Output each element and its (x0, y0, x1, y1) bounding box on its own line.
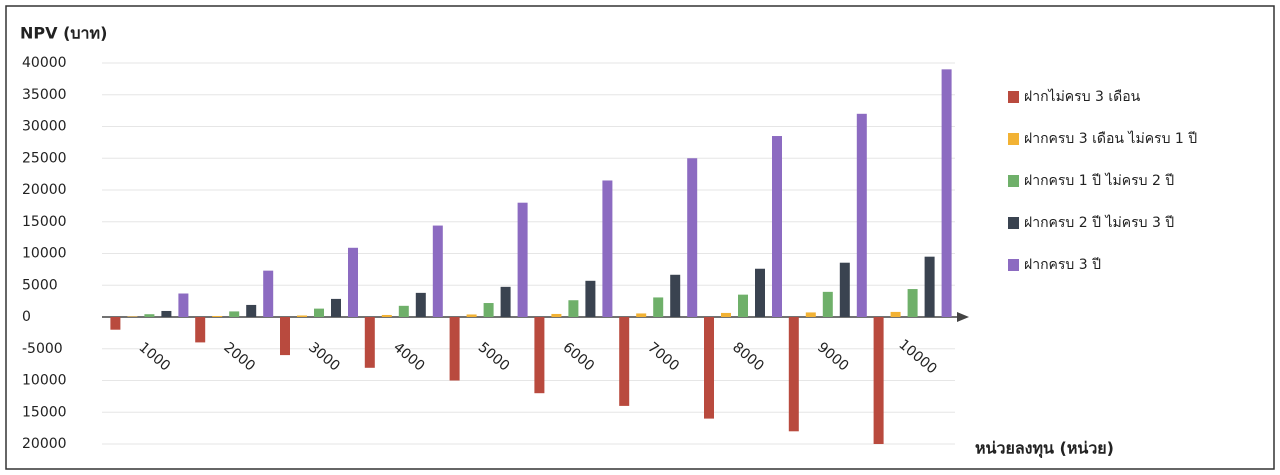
legend-label: ฝากครบ 1 ปี ไม่ครบ 2 ปี (1024, 172, 1174, 189)
bar (229, 311, 240, 317)
bar (856, 113, 867, 317)
bar (381, 314, 392, 317)
y-tick-label: 20000 (22, 182, 67, 198)
bar (738, 294, 748, 317)
y-tick-label: 10000 (22, 373, 67, 389)
bar (822, 291, 833, 317)
bar (924, 256, 935, 317)
bar (619, 317, 630, 406)
bar (195, 317, 206, 343)
legend-swatch (1008, 175, 1019, 187)
frame (5, 5, 1275, 470)
y-tick-label: 15000 (22, 214, 67, 230)
y-tick-label: 15000 (22, 404, 67, 420)
bar (517, 202, 528, 317)
legend-swatch (1008, 91, 1019, 103)
bar (364, 317, 375, 368)
bar (873, 317, 884, 444)
bar (263, 270, 274, 317)
bar (246, 304, 257, 317)
bar (398, 305, 409, 317)
bar (500, 286, 511, 317)
bar (704, 317, 714, 419)
bar (687, 158, 698, 317)
y-tick-label: 40000 (22, 55, 67, 71)
axis-arrow (957, 312, 969, 322)
bar (551, 313, 562, 317)
bar (839, 262, 850, 317)
bar (297, 315, 307, 317)
bar (670, 274, 681, 317)
bar (432, 225, 443, 317)
bar (178, 293, 189, 317)
bar (161, 310, 172, 317)
legend-swatch (1008, 217, 1019, 229)
bar (721, 312, 731, 317)
y-tick-label: 35000 (22, 87, 67, 103)
bar (755, 268, 765, 317)
bar (941, 69, 952, 317)
bar (534, 317, 545, 394)
y-tick-label: 30000 (22, 119, 67, 135)
y-tick-label: 0 (22, 309, 31, 325)
bar (805, 312, 816, 317)
bar (653, 297, 664, 317)
bar (144, 314, 155, 317)
bar (449, 317, 460, 381)
bar (636, 313, 647, 317)
y-tick-label: -5000 (22, 341, 63, 357)
bar (127, 316, 138, 317)
bar (890, 311, 901, 317)
bar (466, 314, 477, 317)
bar (348, 247, 358, 317)
bar (907, 289, 918, 317)
legend-label: ฝากครบ 3 เดือน ไม่ครบ 1 ปี (1024, 130, 1197, 147)
y-tick-label: 5000 (22, 277, 58, 293)
y-tick-label: 25000 (22, 150, 67, 166)
bar (314, 308, 324, 317)
bar (483, 303, 494, 317)
bar (568, 300, 579, 317)
bar (280, 317, 290, 356)
legend-label: ฝากครบ 2 ปี ไม่ครบ 3 ปี (1024, 214, 1174, 231)
y-axis-label: NPV (บาท) (20, 24, 107, 43)
bar (331, 298, 341, 317)
bar (602, 180, 613, 317)
legend-swatch (1008, 259, 1019, 271)
x-axis-label: หน่วยลงทุน (หน่วย) (975, 439, 1114, 459)
y-tick-label: 10000 (22, 246, 67, 262)
bar (788, 317, 799, 432)
bar (212, 315, 223, 317)
y-tick-label: 20000 (22, 436, 67, 452)
bar (585, 280, 596, 317)
legend-label: ฝากไม่ครบ 3 เดือน (1024, 88, 1141, 105)
legend-swatch (1008, 133, 1019, 145)
legend-label: ฝากครบ 3 ปี (1024, 257, 1101, 273)
bar (772, 136, 782, 317)
bar (415, 292, 426, 317)
bar (110, 317, 121, 330)
